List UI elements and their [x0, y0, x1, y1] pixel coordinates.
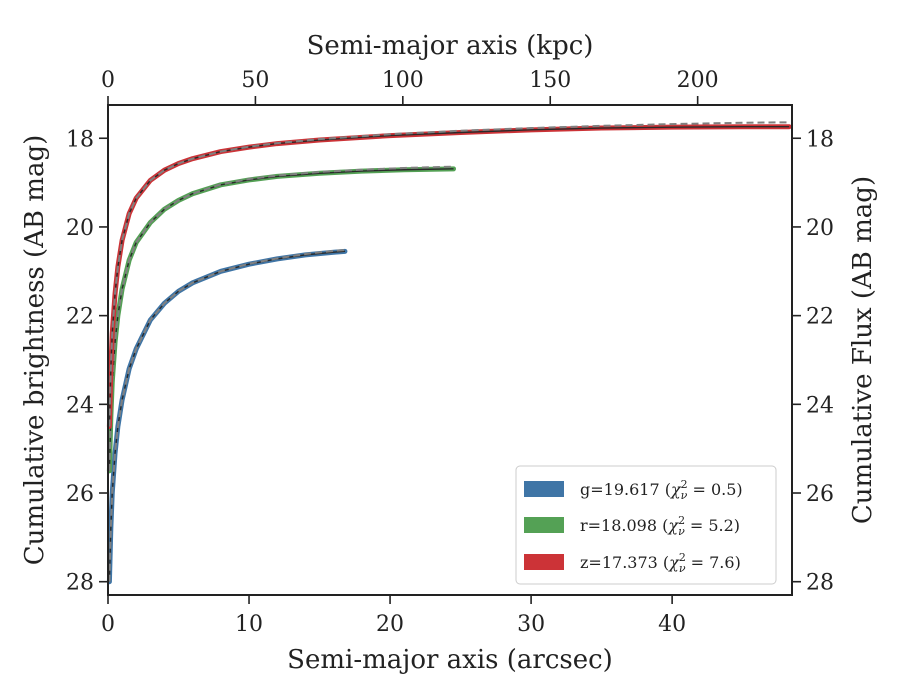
legend: g=19.617 (χ2 ν = 0.5) r=18.098 (χ2 ν = 5.2… — [515, 465, 777, 585]
top-x-tick-label: 200 — [677, 68, 719, 93]
top-x-axis-label: Semi-major axis (kpc) — [307, 31, 594, 61]
y-tick-label: 28 — [66, 571, 94, 596]
x-tick-label: 20 — [376, 612, 404, 637]
right-y-tick-label: 18 — [806, 127, 834, 152]
plot-frame — [107, 104, 793, 596]
y-tick-label: 24 — [66, 393, 94, 418]
x-tick-label: 30 — [517, 612, 545, 637]
fit-line-z — [108, 121, 790, 427]
right-y-axis-label: Cumulative Flux (AB mag) — [848, 176, 878, 524]
right-y-tick-label: 24 — [806, 393, 834, 418]
right-y-tick-label: 22 — [806, 305, 834, 330]
x-axis-label: Semi-major axis (arcsec) — [287, 645, 613, 675]
top-x-tick-label: 50 — [241, 68, 269, 93]
legend-swatch-z — [524, 554, 564, 570]
legend-label-z: z=17.373 (χ2 ν = 7.6) — [580, 551, 741, 575]
ticks-layer: 0 10 20 30 40 0 50 100 150 200 18 20 22 24 26 28 18 20 22 2… — [66, 68, 834, 637]
legend-label-g: g=19.617 (χ2 ν = 0.5) — [580, 478, 743, 502]
fit-line-r — [108, 165, 454, 471]
x-tick-label: 40 — [658, 612, 686, 637]
legend-box — [515, 465, 777, 585]
x-tick-label: 0 — [101, 612, 115, 637]
top-x-tick-label: 0 — [101, 68, 115, 93]
x-tick-label: 10 — [235, 612, 263, 637]
right-y-tick-label: 26 — [806, 482, 834, 507]
top-x-tick-label: 150 — [529, 68, 571, 93]
legend-swatch-r — [524, 517, 564, 533]
y-axis-label: Cumulative brightness (AB mag) — [20, 135, 50, 566]
right-y-tick-label: 28 — [806, 571, 834, 596]
series-layer — [106, 121, 792, 585]
y-tick-label: 18 — [66, 127, 94, 152]
legend-swatch-g — [524, 481, 564, 497]
right-y-tick-label: 20 — [806, 216, 834, 241]
top-x-tick-label: 100 — [382, 68, 424, 93]
fit-line-g — [108, 249, 346, 582]
y-tick-label: 26 — [66, 482, 94, 507]
legend-label-r: r=18.098 (χ2 ν = 5.2) — [580, 514, 740, 538]
y-tick-label: 20 — [66, 216, 94, 241]
y-tick-label: 22 — [66, 305, 94, 330]
